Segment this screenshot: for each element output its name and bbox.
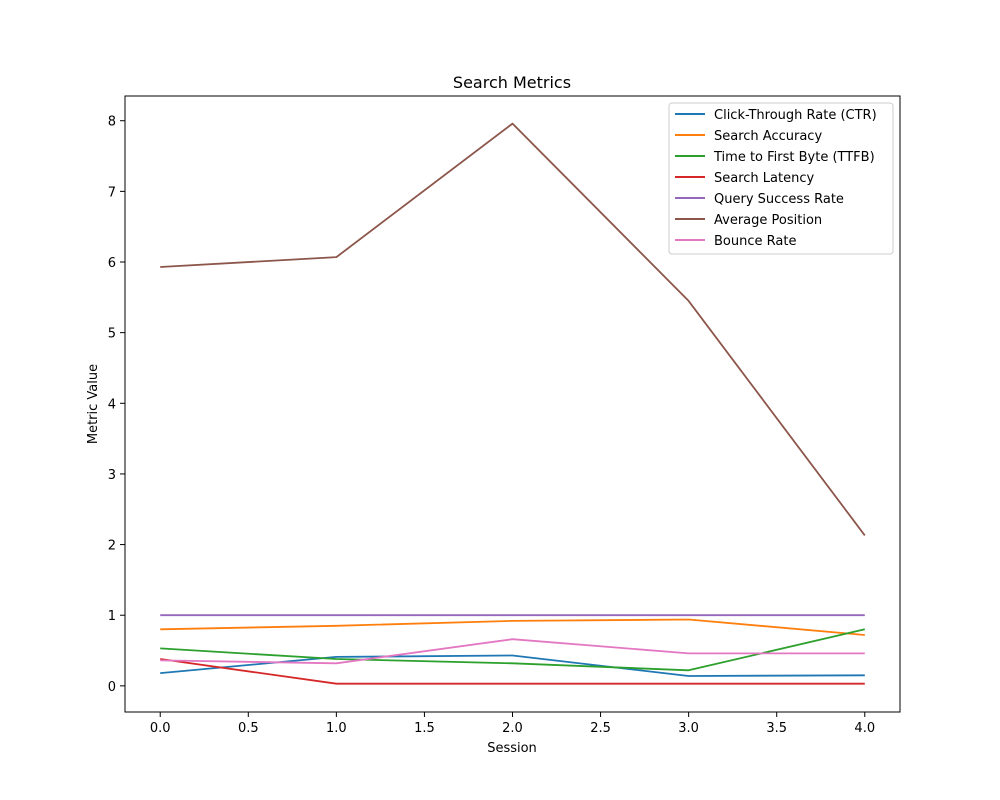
legend-label: Search Accuracy bbox=[714, 129, 822, 144]
y-tick-label: 1 bbox=[108, 609, 116, 624]
series-line-1 bbox=[160, 618, 865, 636]
series-line-6 bbox=[160, 638, 865, 665]
x-tick-label: 3.0 bbox=[678, 721, 699, 736]
x-tick-label: 3.5 bbox=[766, 721, 787, 736]
y-tick-label: 3 bbox=[108, 468, 116, 483]
series-line-3 bbox=[160, 658, 865, 685]
y-tick-label: 5 bbox=[108, 327, 116, 342]
y-tick-label: 4 bbox=[108, 397, 116, 412]
y-tick-label: 6 bbox=[108, 256, 116, 271]
legend-label: Click-Through Rate (CTR) bbox=[714, 108, 877, 123]
x-tick-label: 4.0 bbox=[854, 721, 875, 736]
x-tick-label: 0.0 bbox=[150, 721, 171, 736]
x-axis-title: Session bbox=[487, 741, 537, 756]
series-lines bbox=[160, 122, 866, 685]
legend-label: Average Position bbox=[714, 213, 822, 228]
series-line-2 bbox=[160, 628, 866, 672]
x-tick-label: 0.5 bbox=[238, 721, 259, 736]
y-axis: 0 1 2 3 4 5 6 7 8 bbox=[108, 115, 125, 695]
legend-label: Bounce Rate bbox=[714, 234, 796, 249]
x-tick-label: 1.0 bbox=[326, 721, 347, 736]
x-tick-label: 1.5 bbox=[414, 721, 435, 736]
series-line-5 bbox=[160, 122, 866, 536]
legend-label: Search Latency bbox=[714, 171, 814, 186]
y-axis-title: Metric Value bbox=[86, 364, 101, 444]
y-tick-label: 7 bbox=[108, 185, 116, 200]
chart-title: Search Metrics bbox=[453, 73, 571, 92]
legend-items: Click-Through Rate (CTR) Search Accuracy T… bbox=[675, 108, 877, 249]
legend: Click-Through Rate (CTR) Search Accuracy T… bbox=[668, 102, 894, 255]
y-tick-label: 2 bbox=[108, 539, 116, 554]
y-tick-label: 8 bbox=[108, 115, 116, 130]
y-tick-label: 0 bbox=[108, 680, 116, 695]
x-axis: 0.0 0.5 1.0 1.5 2.0 2.5 3.0 3.5 4.0 bbox=[150, 712, 875, 736]
legend-box bbox=[668, 102, 894, 255]
x-tick-label: 2.5 bbox=[590, 721, 611, 736]
x-tick-label: 2.0 bbox=[502, 721, 523, 736]
legend-label: Time to First Byte (TTFB) bbox=[713, 150, 875, 165]
legend-label: Query Success Rate bbox=[714, 192, 844, 207]
